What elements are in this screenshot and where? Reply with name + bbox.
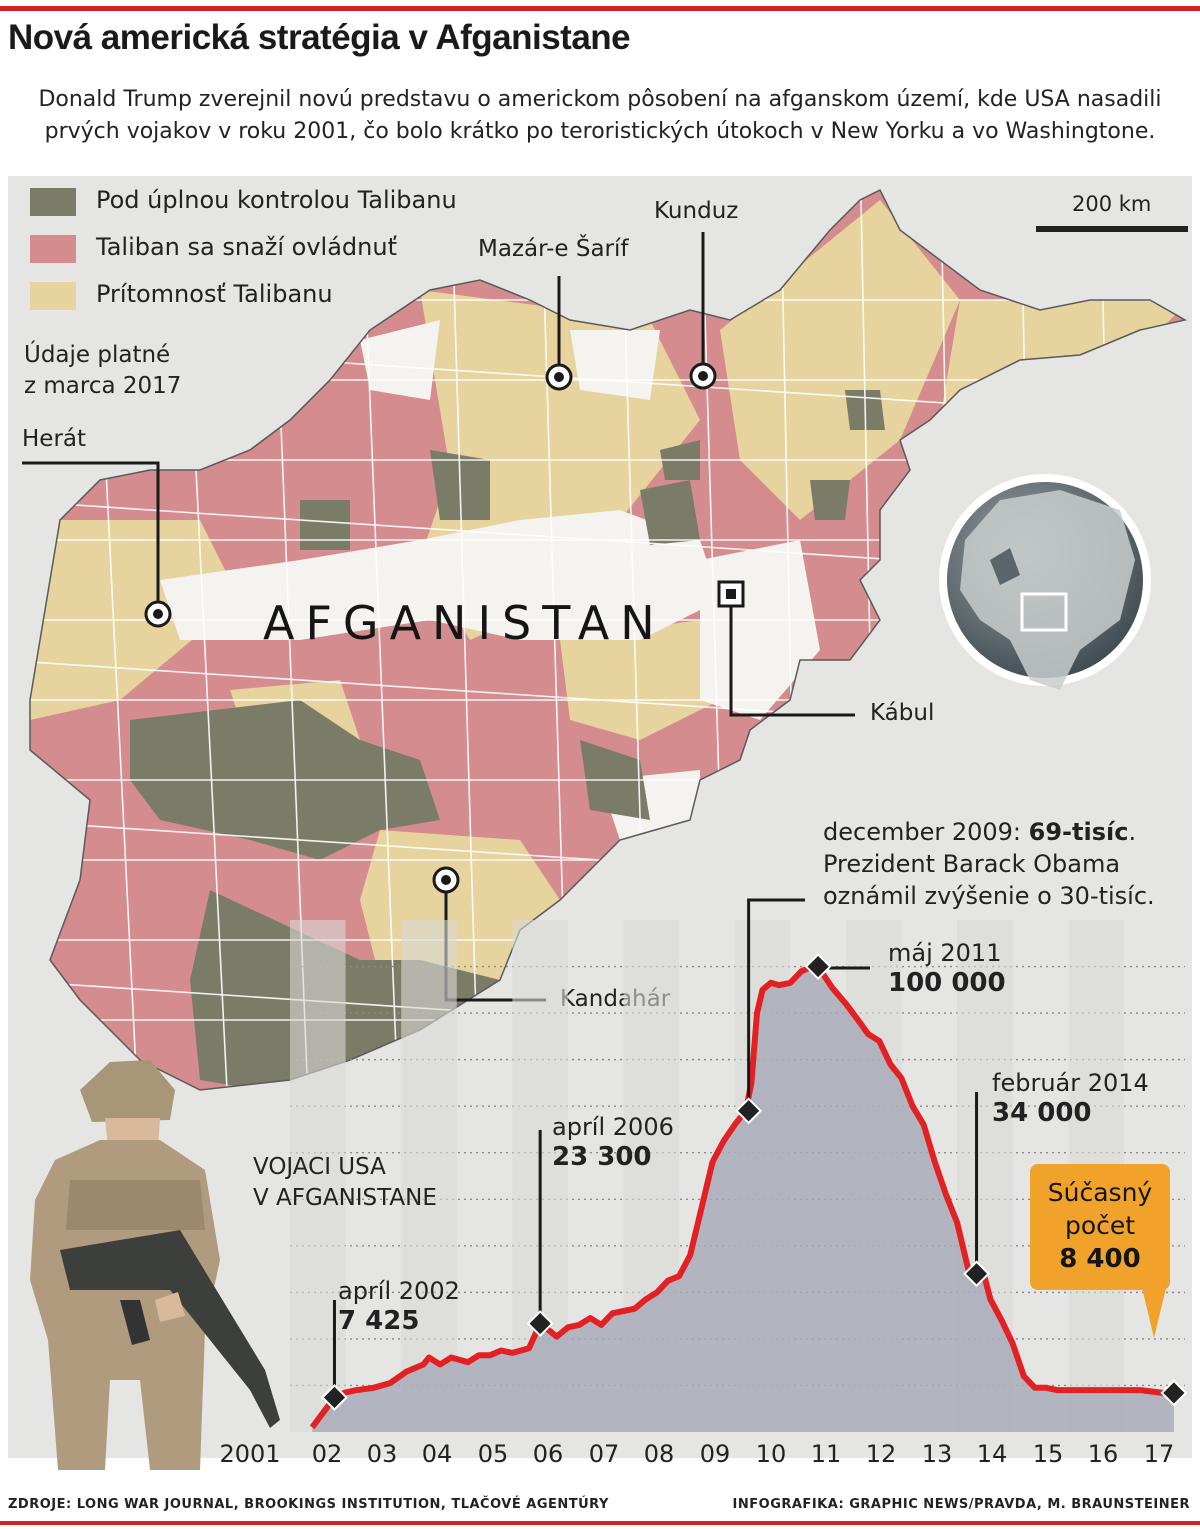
current-count-pointer	[1142, 1288, 1166, 1338]
x-tick-label: 11	[810, 1440, 842, 1468]
data-validity-note: Údaje platné z marca 2017	[24, 340, 224, 402]
validity-line: z marca 2017	[24, 373, 182, 399]
presence-region	[560, 620, 720, 740]
current-count-label: Súčasný počet	[1030, 1164, 1170, 1242]
top-rule	[0, 6, 1200, 11]
taliban-control-region	[640, 480, 700, 545]
legend-label: Prítomnosť Talibanu	[96, 280, 333, 308]
year-band	[290, 920, 346, 1432]
chart-title: VOJACI USA V AFGANISTANE	[253, 1152, 437, 1214]
validity-line: Údaje platné	[24, 342, 171, 368]
x-tick-label: 13	[921, 1440, 953, 1468]
annotation-dec-2009: december 2009: 69-tisíc. Prezident Barac…	[823, 816, 1155, 912]
current-label-line: Súčasný	[1047, 1178, 1153, 1207]
x-tick-label: 03	[366, 1440, 398, 1468]
annotation-value: 23 300	[552, 1142, 652, 1172]
x-tick-label: 12	[865, 1440, 897, 1468]
data-marker	[963, 1260, 990, 1288]
legend-swatch	[30, 188, 76, 216]
annotation-value: 34 000	[992, 1098, 1092, 1128]
x-tick-label: 2001	[219, 1440, 281, 1468]
annotation-date: december 2009:	[823, 818, 1029, 846]
annotation-leaders	[332, 898, 979, 1398]
annotation-may-2011: máj 2011 100 000	[888, 938, 1006, 998]
chart-title-line: V AFGANISTANE	[253, 1185, 437, 1211]
annotation-apr-2006: apríl 2006 23 300	[552, 1112, 674, 1172]
locator-globe	[939, 474, 1151, 690]
chart-markers	[321, 953, 1188, 1411]
x-tick-label: 14	[976, 1440, 1008, 1468]
legend-swatch	[30, 282, 76, 310]
legend-label: Pod úplnou kontrolou Talibanu	[96, 186, 457, 214]
troops-line	[309, 963, 1174, 1430]
chart-title-line: VOJACI USA	[253, 1154, 386, 1180]
credit-footer: INFOGRAFIKA: GRAPHIC NEWS/PRAVDA, M. BRA…	[732, 1497, 1190, 1512]
kabul-marker	[717, 580, 745, 608]
x-tick-label: 15	[1032, 1440, 1064, 1468]
city-label-mazar: Mazár-e Šaríf	[478, 236, 629, 262]
current-count-value: 8 400	[1059, 1244, 1141, 1274]
x-tick-label: 09	[699, 1440, 731, 1468]
country-name: AFGANISTAN	[263, 596, 666, 650]
taliban-control-region	[810, 480, 850, 520]
data-marker	[804, 953, 832, 980]
mazar-marker	[545, 363, 573, 391]
x-tick-label: 05	[477, 1440, 509, 1468]
annotation-value: 100 000	[888, 968, 1006, 998]
current-count-box: Súčasný počet 8 400	[1030, 1164, 1170, 1290]
annotation-date: február 2014	[992, 1069, 1149, 1097]
bottom-rule	[0, 1521, 1200, 1525]
herat-marker	[144, 600, 172, 628]
city-label-kunduz: Kunduz	[654, 198, 739, 224]
x-tick-label: 16	[1087, 1440, 1119, 1468]
infographic-title: Nová americká stratégia v Afganistane	[8, 18, 631, 57]
x-tick-label: 04	[421, 1440, 453, 1468]
taliban-control-region	[300, 500, 350, 550]
annotation-value: 7 425	[338, 1306, 420, 1336]
annotation-dec-line1: december 2009: 69-tisíc.	[823, 816, 1155, 848]
annotation-value: 69-tisíc	[1028, 818, 1129, 846]
data-marker	[526, 1310, 554, 1337]
kunduz-marker	[689, 362, 717, 390]
legend-label: Taliban sa snaží ovládnuť	[96, 233, 397, 261]
annotation-date: máj 2011	[888, 939, 1002, 967]
scale-label: 200 km	[1072, 192, 1152, 216]
sources-footer: ZDROJE: LONG WAR JOURNAL, BROOKINGS INST…	[8, 1497, 609, 1512]
data-marker	[735, 1097, 763, 1125]
annotation-leader	[747, 898, 805, 1111]
annotation-date: apríl 2006	[552, 1113, 674, 1141]
legend-swatch	[30, 235, 76, 263]
x-tick-label: 08	[643, 1440, 675, 1468]
year-band	[401, 920, 457, 1432]
x-tick-label: 17	[1143, 1440, 1175, 1468]
country-border	[29, 188, 1188, 1091]
troops-area	[312, 966, 1174, 1432]
annotation-apr-2002: apríl 2002 7 425	[338, 1276, 460, 1336]
current-label-line: počet	[1064, 1211, 1136, 1240]
lead-paragraph: Donald Trump zverejnil novú predstavu o …	[38, 87, 1162, 144]
x-tick-label: 07	[588, 1440, 620, 1468]
city-label-kabul: Kábul	[870, 700, 935, 726]
x-tick-label: 06	[532, 1440, 564, 1468]
annotation-date: apríl 2002	[338, 1277, 460, 1305]
scale-bar	[1036, 226, 1188, 232]
annotation-dec-line3: oznámil zvýšenie o 30-tisíc.	[823, 882, 1155, 910]
annotation-feb-2014: február 2014 34 000	[992, 1068, 1149, 1128]
globe-locator-box	[1020, 592, 1068, 632]
non-contested-area	[160, 510, 720, 640]
annotation-punct: .	[1128, 818, 1137, 846]
kandahar-marker	[432, 866, 460, 894]
x-tick-label: 02	[311, 1440, 343, 1468]
annotation-dec-line2: Prezident Barack Obama	[823, 850, 1121, 878]
data-marker	[1160, 1379, 1188, 1407]
x-tick-label: 10	[755, 1440, 787, 1468]
data-marker	[321, 1384, 348, 1411]
city-label-herat: Herát	[22, 426, 87, 452]
